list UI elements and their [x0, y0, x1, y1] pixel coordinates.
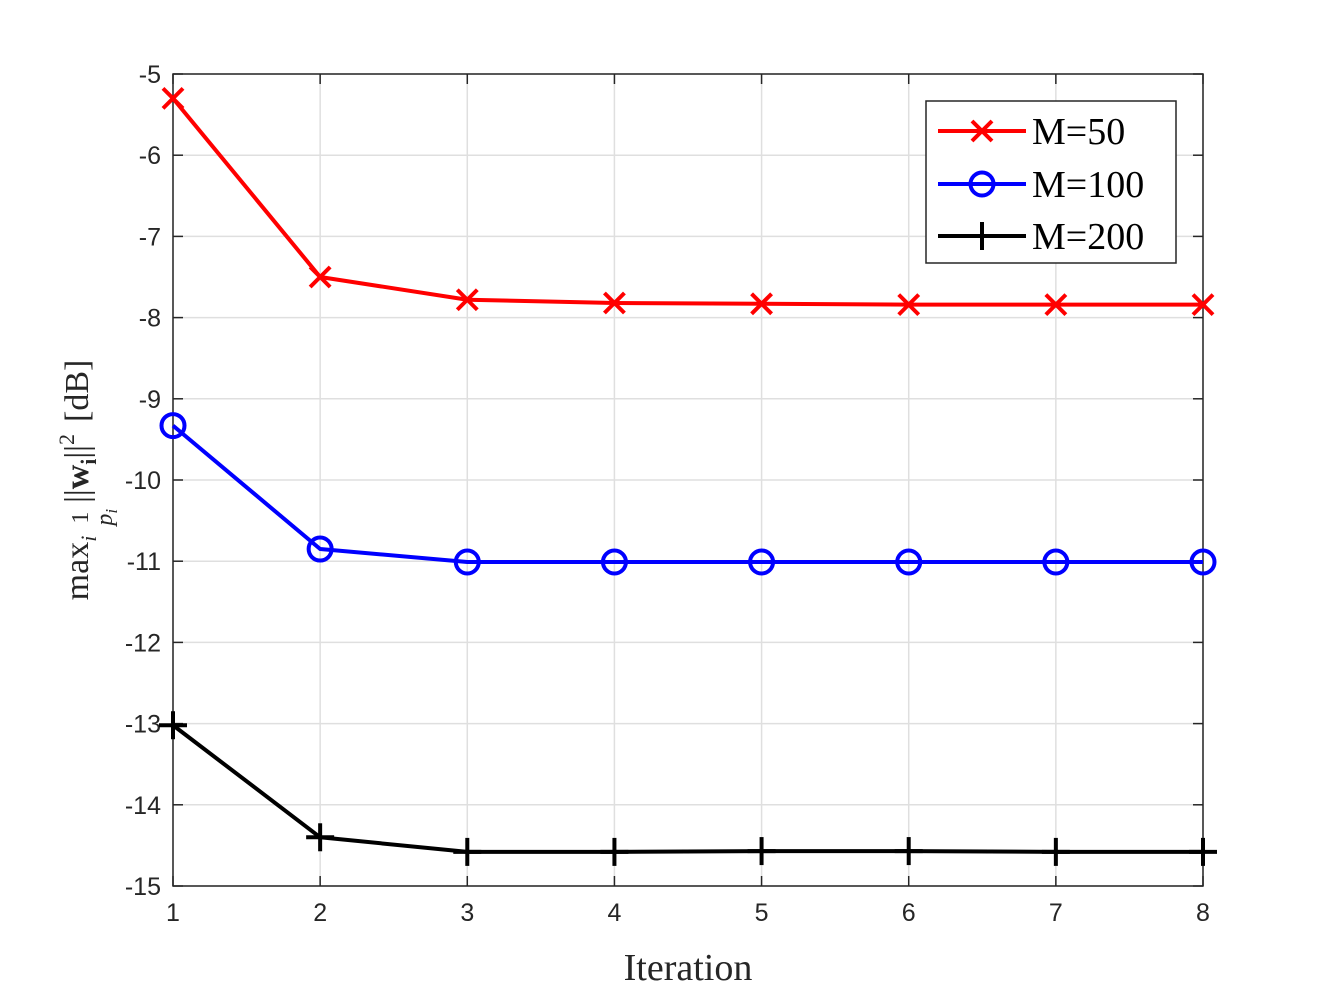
legend: M=50 M=100 M=200: [925, 100, 1177, 264]
y-tick-label: -10: [125, 467, 161, 495]
y-axis-title: maxi1pi||wi||2[dB]: [54, 360, 121, 601]
y-tick-label: -9: [139, 386, 161, 414]
x-tick-label: 1: [166, 899, 180, 927]
ylabel-max: max: [59, 542, 96, 601]
ylabel-i-sub: i: [76, 536, 101, 542]
data-point: [1191, 293, 1215, 317]
data-point: [897, 293, 921, 317]
data-point: [895, 548, 923, 576]
data-point: [159, 412, 187, 440]
series-line: [171, 424, 1203, 565]
x-tick-label: 5: [755, 899, 769, 927]
data-point: [603, 291, 626, 315]
x-axis-title: Iteration: [624, 947, 753, 989]
data-point: [1042, 548, 1070, 576]
data-point: [453, 548, 481, 576]
data-point: [968, 170, 996, 198]
x-tick-label: 4: [607, 899, 621, 927]
ylabel-norm-close: ||: [59, 445, 96, 459]
ylabel-sup: 2: [54, 434, 79, 445]
legend-entry: M=200: [938, 216, 1144, 258]
ylabel-frac-num: 1: [68, 512, 94, 524]
series-M=200: [159, 711, 1217, 866]
y-tick-label: -7: [139, 223, 161, 251]
data-point: [455, 288, 479, 312]
y-tick-label: -15: [125, 873, 161, 901]
y-tick-label: -6: [139, 142, 161, 170]
ylabel-frac-den-sub: i: [102, 509, 121, 514]
series: [159, 86, 1217, 866]
ylabel-norm-open: ||: [59, 489, 96, 503]
series-line: [171, 97, 1203, 307]
legend-label: M=200: [1032, 216, 1144, 258]
ticks: 1 2 3 4 5 6 7 8 -5 -6 -7 -8 -9 -10 -11 -12 -13 -14 -15: [125, 61, 1210, 927]
legend-entries: M=50 M=100 M=200: [938, 111, 1144, 258]
legend-entry: M=50: [938, 111, 1125, 153]
y-tick-label: -14: [125, 792, 161, 820]
series-M=50: [161, 86, 1215, 317]
svg-text:maxi1pi||wi||2[dB]: maxi1pi||wi||2[dB]: [54, 360, 121, 601]
data-point: [161, 86, 185, 110]
y-tick-label: -13: [125, 711, 161, 739]
y-tick-label: -12: [125, 629, 161, 657]
x-tick-label: 3: [460, 899, 474, 927]
data-point: [306, 535, 334, 563]
data-point: [748, 548, 776, 576]
x-tick-label: 8: [1196, 899, 1210, 927]
y-tick-label: -8: [139, 305, 161, 333]
ylabel-unit: [dB]: [59, 360, 96, 422]
data-point: [1189, 548, 1217, 576]
data-point: [600, 548, 628, 576]
y-tick-label: -11: [127, 548, 161, 576]
series-M=100: [159, 412, 1217, 576]
ylabel-w-sub: i: [76, 459, 101, 465]
series-line: [171, 723, 1203, 854]
ylabel-w: w: [59, 464, 96, 489]
x-tick-label: 2: [313, 899, 327, 927]
data-point: [308, 265, 332, 289]
y-tick-label: -5: [139, 61, 161, 89]
legend-label: M=50: [1032, 111, 1125, 153]
x-tick-label: 6: [902, 899, 916, 927]
x-tick-label: 7: [1049, 899, 1063, 927]
data-point: [970, 119, 994, 143]
data-point: [1044, 293, 1068, 317]
ylabel-frac-den: p: [92, 514, 118, 528]
legend-label: M=100: [1032, 164, 1144, 206]
legend-entry: M=100: [938, 164, 1144, 206]
data-point: [750, 292, 773, 316]
